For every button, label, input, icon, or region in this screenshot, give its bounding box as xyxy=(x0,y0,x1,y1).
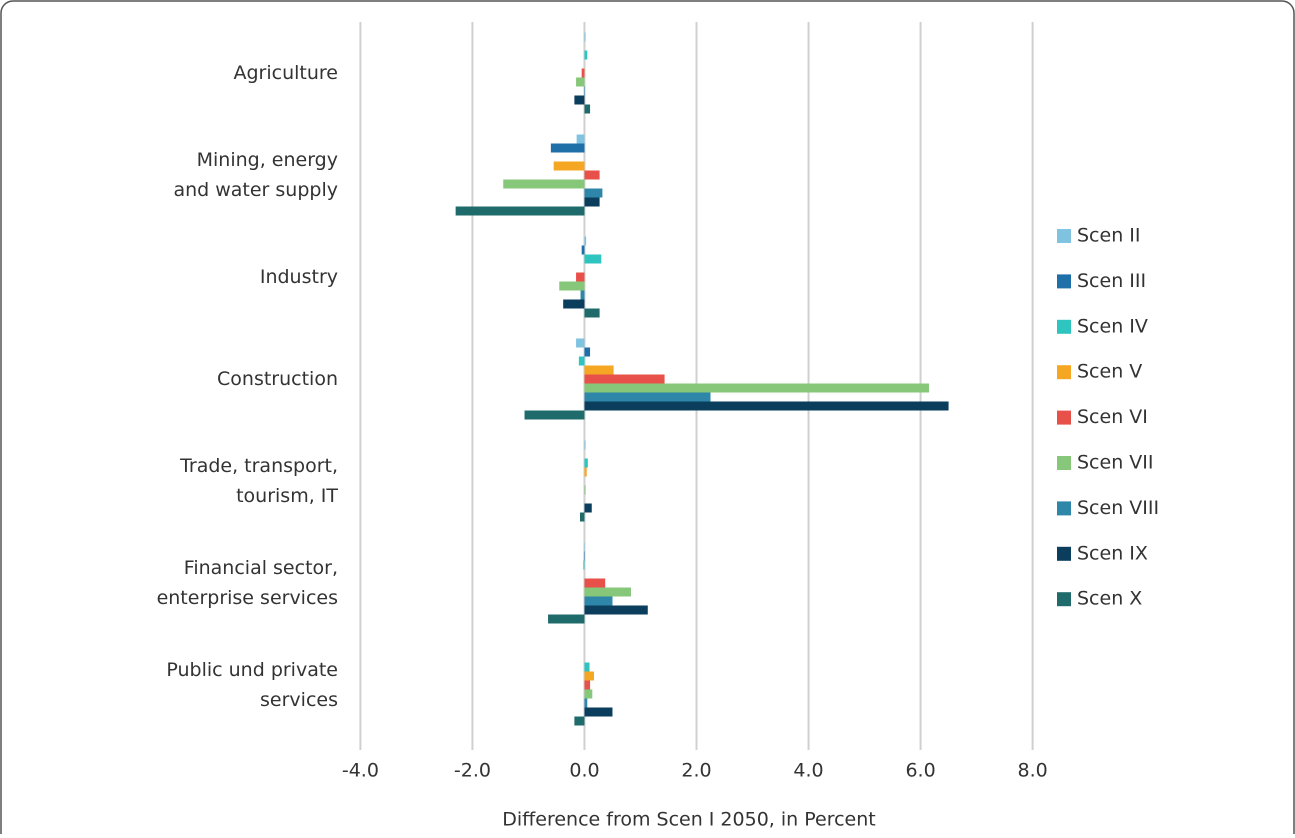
x-axis-label: Difference from Scen I 2050, in Percent xyxy=(502,809,875,831)
bar xyxy=(579,512,585,522)
bar xyxy=(584,596,613,606)
y-tick-label: Industry xyxy=(260,266,338,288)
y-tick-label: Agriculture xyxy=(234,62,339,84)
bar xyxy=(584,680,591,690)
legend-label: Scen V xyxy=(1077,361,1142,383)
bar xyxy=(584,458,588,468)
bar xyxy=(584,578,606,588)
bar xyxy=(584,662,590,672)
legend-swatch xyxy=(1057,456,1071,470)
bar xyxy=(584,236,587,246)
legend-label: Scen II xyxy=(1077,225,1141,247)
legend-label: Scen IV xyxy=(1077,315,1148,337)
bar xyxy=(503,179,585,189)
bar xyxy=(583,551,585,561)
x-tick-label: 2.0 xyxy=(681,760,711,782)
y-tick-label: Trade, transport, tourism, IT xyxy=(179,455,338,507)
bar xyxy=(576,338,585,348)
y-tick-label: Public und private services xyxy=(166,659,338,711)
bar xyxy=(559,281,585,291)
legend-swatch xyxy=(1057,365,1071,380)
bar xyxy=(584,32,586,42)
bar xyxy=(584,308,600,318)
y-tick-label: Financial sector, enterprise services xyxy=(157,557,338,609)
legend-swatch xyxy=(1057,274,1071,289)
bar xyxy=(576,77,585,87)
legend-label: Scen IX xyxy=(1077,542,1148,564)
legend-swatch xyxy=(1057,319,1071,334)
bar xyxy=(583,542,585,552)
bar xyxy=(584,485,586,495)
legend-label: Scen III xyxy=(1077,270,1146,292)
legend-swatch xyxy=(1057,501,1071,516)
bar xyxy=(584,170,600,180)
y-tick-label: Construction xyxy=(217,368,338,390)
legend-swatch xyxy=(1057,592,1071,607)
bar xyxy=(584,50,588,60)
x-tick-label: -2.0 xyxy=(454,760,491,782)
y-tick-label: Mining, energy and water supply xyxy=(173,149,338,201)
bar xyxy=(584,86,586,96)
bar xyxy=(584,104,591,114)
legend-label: Scen VIII xyxy=(1077,497,1159,519)
legend-swatch xyxy=(1057,410,1071,425)
x-tick-label: 8.0 xyxy=(1017,760,1047,782)
bar xyxy=(584,401,949,411)
bar xyxy=(584,689,593,699)
bar xyxy=(584,440,586,450)
bar xyxy=(584,503,592,513)
bar xyxy=(584,605,648,615)
bar xyxy=(584,698,588,708)
legend-label: Scen X xyxy=(1077,588,1142,610)
bar xyxy=(524,410,585,420)
bar xyxy=(584,197,600,207)
bar xyxy=(563,299,585,309)
bar xyxy=(455,206,585,216)
bar xyxy=(574,95,585,105)
x-tick-label: 4.0 xyxy=(793,760,823,782)
legend-label: Scen VII xyxy=(1077,452,1153,474)
bar xyxy=(584,467,587,477)
bar xyxy=(584,188,603,198)
legend-swatch xyxy=(1057,546,1071,561)
bar xyxy=(576,134,585,144)
bar xyxy=(550,143,585,153)
bar xyxy=(584,383,929,393)
x-tick-label: 0.0 xyxy=(569,760,599,782)
x-tick-label: 6.0 xyxy=(905,760,935,782)
bar xyxy=(584,365,614,375)
bar xyxy=(584,254,602,264)
bar xyxy=(574,716,585,726)
bar xyxy=(581,245,585,255)
bar xyxy=(583,560,585,570)
legend-swatch xyxy=(1057,229,1071,243)
bar xyxy=(584,374,665,384)
bar xyxy=(584,707,613,717)
bar xyxy=(576,272,585,282)
bar xyxy=(584,347,591,357)
bar xyxy=(584,392,711,402)
bar xyxy=(581,68,585,78)
bar xyxy=(580,290,585,300)
legend-label: Scen VI xyxy=(1077,406,1148,428)
x-tick-label: -4.0 xyxy=(342,760,379,782)
bar xyxy=(578,356,585,366)
bar xyxy=(584,587,631,597)
bar xyxy=(553,161,585,171)
bar xyxy=(548,614,585,624)
bar xyxy=(584,671,594,681)
